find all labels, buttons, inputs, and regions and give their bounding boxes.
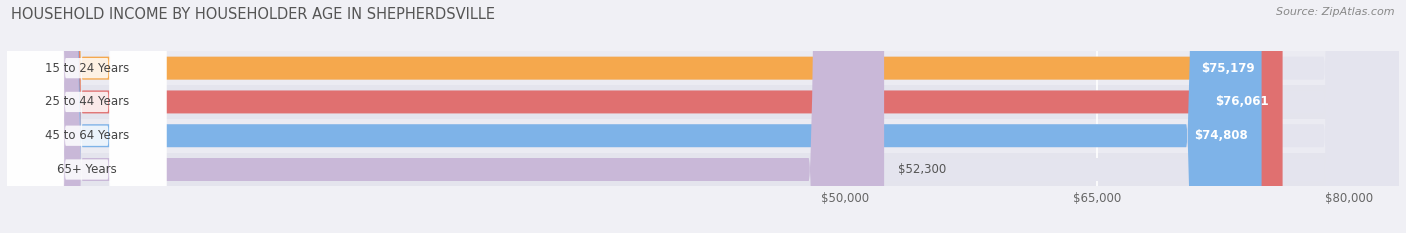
Text: 65+ Years: 65+ Years [56, 163, 117, 176]
Text: 45 to 64 Years: 45 to 64 Years [45, 129, 129, 142]
FancyBboxPatch shape [7, 0, 1282, 233]
FancyBboxPatch shape [7, 0, 166, 233]
FancyBboxPatch shape [7, 0, 166, 233]
Text: Source: ZipAtlas.com: Source: ZipAtlas.com [1277, 7, 1395, 17]
Bar [7, 51, 1399, 85]
Text: $75,179: $75,179 [1201, 62, 1254, 75]
FancyBboxPatch shape [7, 0, 1261, 233]
Text: $52,300: $52,300 [897, 163, 946, 176]
FancyBboxPatch shape [7, 0, 1399, 233]
Text: 15 to 24 Years: 15 to 24 Years [45, 62, 129, 75]
FancyBboxPatch shape [7, 0, 1399, 233]
FancyBboxPatch shape [7, 0, 1399, 233]
Bar [7, 153, 1399, 186]
FancyBboxPatch shape [7, 0, 1268, 233]
FancyBboxPatch shape [7, 0, 884, 233]
FancyBboxPatch shape [7, 0, 1399, 233]
FancyBboxPatch shape [7, 0, 166, 233]
Bar [7, 119, 1399, 153]
Text: 25 to 44 Years: 25 to 44 Years [45, 96, 129, 108]
Text: $74,808: $74,808 [1195, 129, 1249, 142]
Text: HOUSEHOLD INCOME BY HOUSEHOLDER AGE IN SHEPHERDSVILLE: HOUSEHOLD INCOME BY HOUSEHOLDER AGE IN S… [11, 7, 495, 22]
FancyBboxPatch shape [7, 0, 166, 233]
Text: $76,061: $76,061 [1216, 96, 1270, 108]
Bar [7, 85, 1399, 119]
